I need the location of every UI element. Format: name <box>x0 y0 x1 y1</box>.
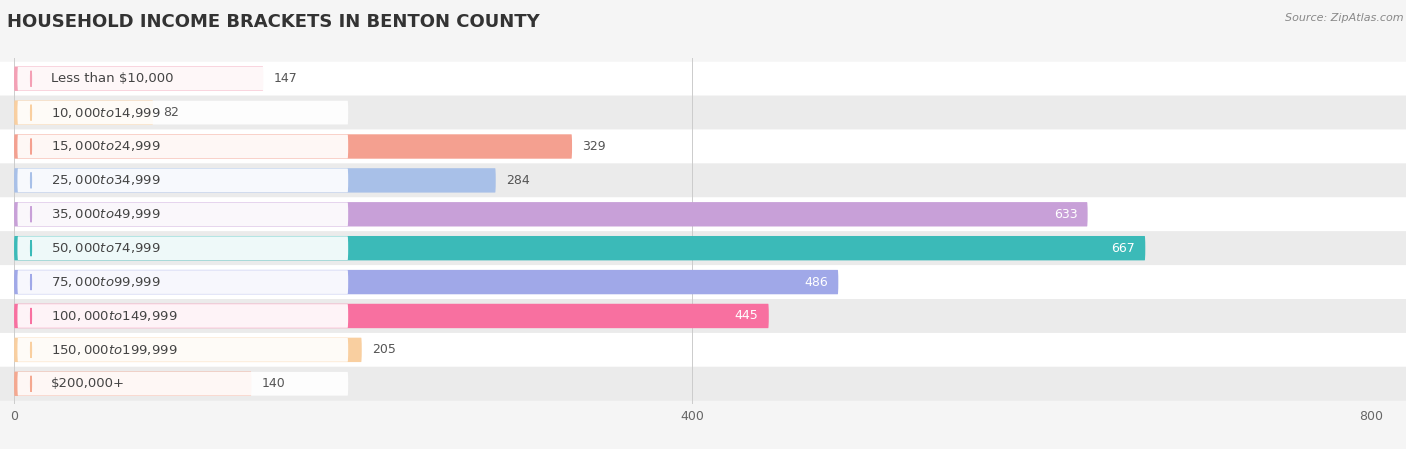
Text: 445: 445 <box>735 309 759 322</box>
FancyBboxPatch shape <box>17 372 349 396</box>
FancyBboxPatch shape <box>17 135 349 158</box>
Text: $150,000 to $199,999: $150,000 to $199,999 <box>52 343 179 357</box>
FancyBboxPatch shape <box>0 265 1406 299</box>
FancyBboxPatch shape <box>14 270 838 294</box>
FancyBboxPatch shape <box>17 304 349 328</box>
FancyBboxPatch shape <box>14 236 1146 260</box>
FancyBboxPatch shape <box>14 134 572 158</box>
Text: 667: 667 <box>1111 242 1135 255</box>
Text: 486: 486 <box>804 276 828 289</box>
Text: $75,000 to $99,999: $75,000 to $99,999 <box>52 275 162 289</box>
FancyBboxPatch shape <box>0 198 1406 231</box>
FancyBboxPatch shape <box>14 66 263 91</box>
Text: 329: 329 <box>582 140 606 153</box>
Text: 205: 205 <box>373 343 395 357</box>
FancyBboxPatch shape <box>17 168 349 192</box>
Text: $10,000 to $14,999: $10,000 to $14,999 <box>52 106 162 119</box>
FancyBboxPatch shape <box>0 231 1406 265</box>
FancyBboxPatch shape <box>14 338 361 362</box>
Text: 82: 82 <box>163 106 179 119</box>
FancyBboxPatch shape <box>17 236 349 260</box>
FancyBboxPatch shape <box>17 338 349 362</box>
FancyBboxPatch shape <box>14 101 153 125</box>
FancyBboxPatch shape <box>0 163 1406 198</box>
FancyBboxPatch shape <box>0 333 1406 367</box>
Text: $100,000 to $149,999: $100,000 to $149,999 <box>52 309 179 323</box>
FancyBboxPatch shape <box>14 202 1088 226</box>
Text: HOUSEHOLD INCOME BRACKETS IN BENTON COUNTY: HOUSEHOLD INCOME BRACKETS IN BENTON COUN… <box>7 13 540 31</box>
FancyBboxPatch shape <box>0 299 1406 333</box>
Text: 284: 284 <box>506 174 530 187</box>
Text: $15,000 to $24,999: $15,000 to $24,999 <box>52 140 162 154</box>
Text: $35,000 to $49,999: $35,000 to $49,999 <box>52 207 162 221</box>
Text: $200,000+: $200,000+ <box>52 377 125 390</box>
Text: $50,000 to $74,999: $50,000 to $74,999 <box>52 241 162 255</box>
Text: $25,000 to $34,999: $25,000 to $34,999 <box>52 173 162 187</box>
Text: 633: 633 <box>1054 208 1077 221</box>
FancyBboxPatch shape <box>0 367 1406 401</box>
FancyBboxPatch shape <box>14 372 252 396</box>
FancyBboxPatch shape <box>17 67 349 91</box>
FancyBboxPatch shape <box>0 130 1406 163</box>
FancyBboxPatch shape <box>17 202 349 226</box>
FancyBboxPatch shape <box>14 168 496 193</box>
FancyBboxPatch shape <box>0 62 1406 96</box>
Text: 147: 147 <box>274 72 297 85</box>
Text: Less than $10,000: Less than $10,000 <box>52 72 174 85</box>
FancyBboxPatch shape <box>17 270 349 294</box>
Text: Source: ZipAtlas.com: Source: ZipAtlas.com <box>1285 13 1403 23</box>
FancyBboxPatch shape <box>17 101 349 124</box>
FancyBboxPatch shape <box>14 304 769 328</box>
Text: 140: 140 <box>262 377 285 390</box>
FancyBboxPatch shape <box>0 96 1406 130</box>
